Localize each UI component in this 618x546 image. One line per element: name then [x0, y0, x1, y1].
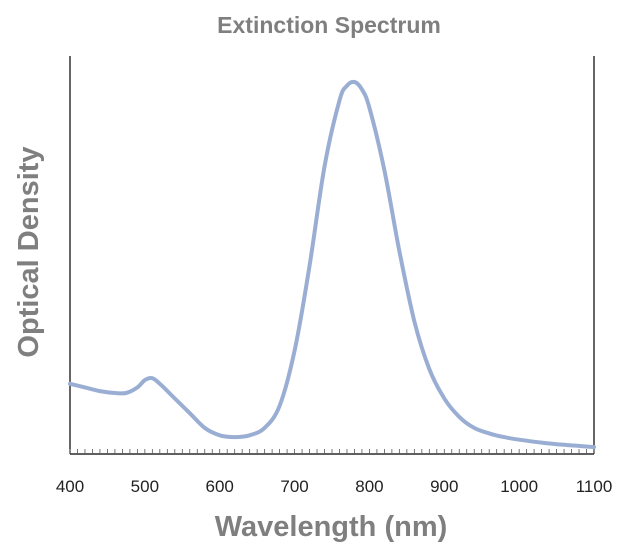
- x-tick-label: 700: [280, 477, 308, 496]
- x-tick-label: 600: [206, 477, 234, 496]
- x-tick-label: 500: [131, 477, 159, 496]
- x-tick-label: 400: [56, 477, 84, 496]
- x-tick-label: 1100: [576, 477, 613, 496]
- chart-title: Extinction Spectrum: [217, 12, 441, 38]
- spectrum-line: [68, 79, 596, 450]
- x-tick-label: 900: [430, 477, 458, 496]
- x-tick-labels: 400 500 600 700 800 900 1000 1100: [56, 477, 612, 496]
- x-tick-label: 1000: [500, 477, 538, 496]
- x-axis-label: Wavelength (nm): [215, 511, 448, 543]
- y-axis-label: Optical Density: [13, 146, 45, 357]
- x-minor-ticks: [69, 449, 595, 454]
- x-tick-label: 800: [355, 477, 383, 496]
- plot-axes: [69, 56, 595, 455]
